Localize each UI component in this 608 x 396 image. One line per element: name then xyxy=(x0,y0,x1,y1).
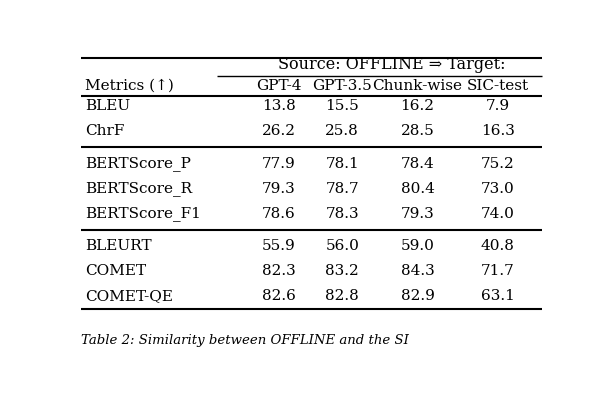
Text: 16.2: 16.2 xyxy=(401,99,435,113)
Text: BERTScore_R: BERTScore_R xyxy=(85,181,193,196)
Text: 78.3: 78.3 xyxy=(325,207,359,221)
Text: 78.4: 78.4 xyxy=(401,157,435,171)
Text: 84.3: 84.3 xyxy=(401,265,435,278)
Text: 28.5: 28.5 xyxy=(401,124,435,138)
Text: Source: OFFLINE ⇒ Target:: Source: OFFLINE ⇒ Target: xyxy=(278,56,505,73)
Text: 74.0: 74.0 xyxy=(481,207,514,221)
Text: Metrics (↑): Metrics (↑) xyxy=(85,79,174,93)
Text: 79.3: 79.3 xyxy=(261,182,295,196)
Text: Table 2: Similarity between OFFLINE and the SI: Table 2: Similarity between OFFLINE and … xyxy=(81,334,409,347)
Text: 82.9: 82.9 xyxy=(401,289,435,303)
Text: 56.0: 56.0 xyxy=(325,239,359,253)
Text: 15.5: 15.5 xyxy=(325,99,359,113)
Text: 13.8: 13.8 xyxy=(261,99,295,113)
Text: 78.6: 78.6 xyxy=(261,207,295,221)
Text: 78.7: 78.7 xyxy=(325,182,359,196)
Text: 7.9: 7.9 xyxy=(486,99,510,113)
Text: 71.7: 71.7 xyxy=(481,265,514,278)
Text: 77.9: 77.9 xyxy=(261,157,295,171)
Text: COMET: COMET xyxy=(85,265,147,278)
Text: ChrF: ChrF xyxy=(85,124,125,138)
Text: 40.8: 40.8 xyxy=(481,239,514,253)
Text: BERTScore_P: BERTScore_P xyxy=(85,156,192,171)
Text: 78.1: 78.1 xyxy=(325,157,359,171)
Text: 59.0: 59.0 xyxy=(401,239,435,253)
Text: 25.8: 25.8 xyxy=(325,124,359,138)
Text: 82.6: 82.6 xyxy=(261,289,295,303)
Text: BLEU: BLEU xyxy=(85,99,131,113)
Text: 55.9: 55.9 xyxy=(261,239,295,253)
Text: GPT-3.5: GPT-3.5 xyxy=(313,79,372,93)
Text: 83.2: 83.2 xyxy=(325,265,359,278)
Text: 16.3: 16.3 xyxy=(481,124,514,138)
Text: 80.4: 80.4 xyxy=(401,182,435,196)
Text: 75.2: 75.2 xyxy=(481,157,514,171)
Text: 63.1: 63.1 xyxy=(481,289,514,303)
Text: GPT-4: GPT-4 xyxy=(256,79,302,93)
Text: COMET-QE: COMET-QE xyxy=(85,289,173,303)
Text: 79.3: 79.3 xyxy=(401,207,435,221)
Text: SIC-test: SIC-test xyxy=(467,79,529,93)
Text: 82.3: 82.3 xyxy=(261,265,295,278)
Text: BERTScore_F1: BERTScore_F1 xyxy=(85,206,201,221)
Text: 73.0: 73.0 xyxy=(481,182,514,196)
Text: BLEURT: BLEURT xyxy=(85,239,152,253)
Text: 82.8: 82.8 xyxy=(325,289,359,303)
Text: 26.2: 26.2 xyxy=(261,124,295,138)
Text: Chunk-wise: Chunk-wise xyxy=(373,79,463,93)
